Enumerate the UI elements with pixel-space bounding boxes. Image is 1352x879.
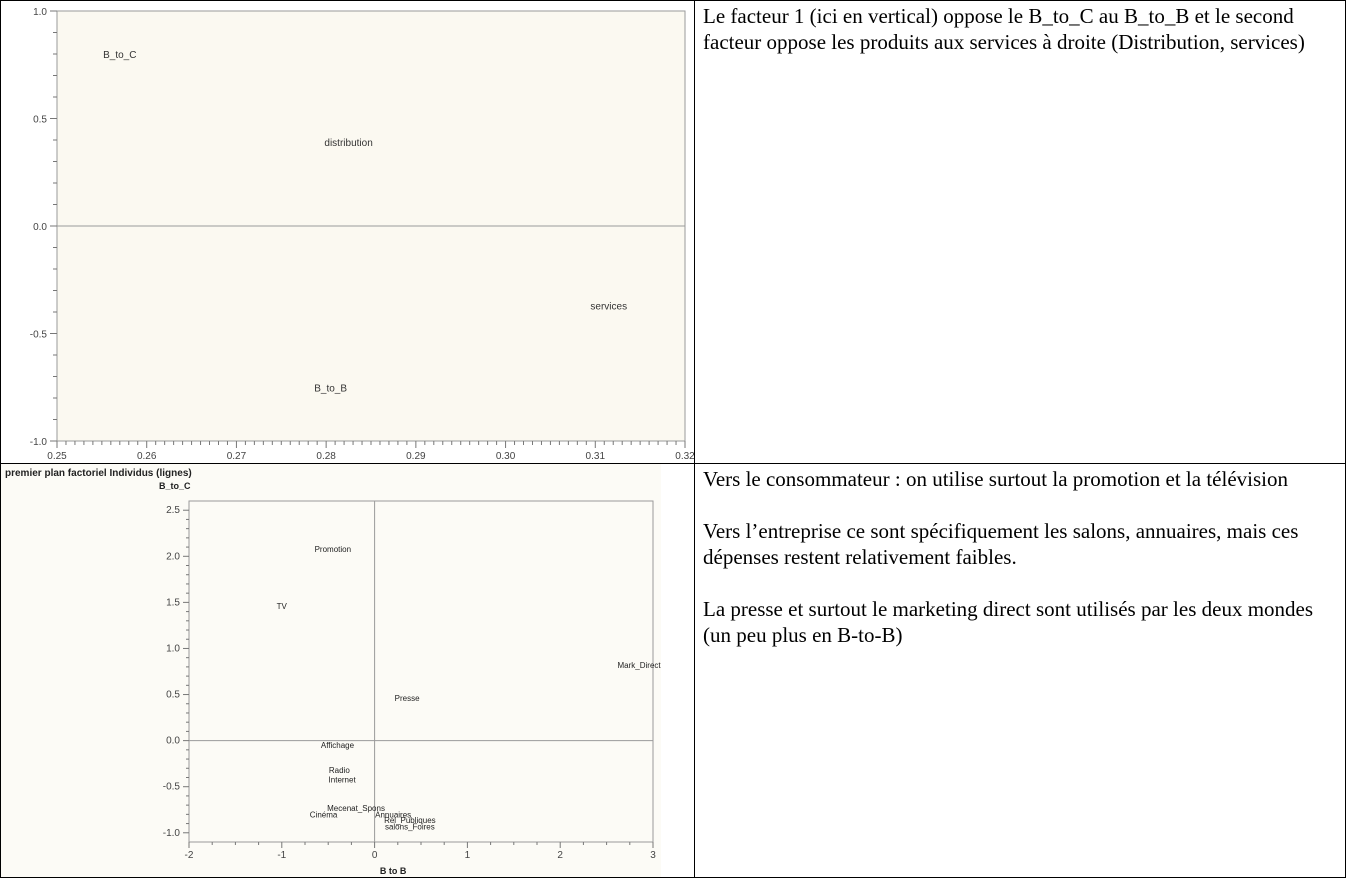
chart2-point-label-10: Rel_Publiques [384,816,436,825]
chart2-y-tick-label-3: 1.0 [166,643,180,654]
chart1-y-tick-label-1: 0.5 [33,115,47,126]
desc1-text: Le facteur 1 (ici en vertical) oppose le… [703,4,1305,54]
chart2-y-tick-label-0: 2.5 [166,505,180,516]
desc2-paragraph-1: Vers le consommateur : on utilise surtou… [703,467,1288,491]
chart1-point-label-1: distribution [324,138,372,149]
chart1-cell: 1.0 0.5 0.0 -0.5 -1.0 0.25 0.26 0.27 0.28 0.29 0.3… [0,0,695,464]
chart2-x-axis-title: B to B [380,866,407,876]
chart2-svg: premier plan factoriel Individus (lignes… [1,464,662,877]
chart1-point-label-2: services [590,302,627,313]
chart2-point-label-8: Cinéma [310,810,338,819]
chart1-x-tick-label-7: 0.32 [675,451,694,462]
chart1-x-tick-label-2: 0.27 [227,451,247,462]
chart1-x-tick-label-3: 0.28 [316,451,336,462]
chart2-y-tick-label-6: -0.5 [163,782,181,793]
chart2-x-tick-label-3: 1 [465,850,471,861]
desc1-cell: Le facteur 1 (ici en vertical) oppose le… [694,0,1346,464]
chart1-y-tick-label-3: -0.5 [30,330,48,341]
chart2-point-label-7: Mecenat_Spons [327,804,385,813]
chart2-x-tick-label-1: -1 [277,850,286,861]
chart2-y-tick-label-1: 2.0 [166,551,180,562]
chart1-x-tick-label-6: 0.31 [586,451,606,462]
chart2-point-label-5: Radio [329,766,350,775]
chart1-point-label-3: B_to_B [314,383,347,394]
chart1-x-tick-label-5: 0.30 [496,451,516,462]
chart2-y-tick-label-5: 0.0 [166,736,180,747]
desc2-paragraph-2: Vers l’entreprise ce sont spécifiquement… [703,519,1299,569]
chart2-cell: premier plan factoriel Individus (lignes… [0,463,695,878]
chart2-x-tick-label-2: 0 [372,850,378,861]
chart1-x-tick-label-1: 0.26 [137,451,157,462]
chart1-y-tick-label-0: 1.0 [33,7,47,18]
chart2-point-label-4: Affichage [321,741,355,750]
chart2-y-tick-label-2: 1.5 [166,597,180,608]
chart2-point-label-9: Annuaires [375,810,411,819]
chart2-point-label-11: salons_Foires [385,822,435,831]
desc2-cell: Vers le consommateur : on utilise surtou… [694,463,1346,878]
chart2-y-tick-label-4: 0.5 [166,690,180,701]
chart2-title: premier plan factoriel Individus (lignes… [5,468,192,479]
chart1-x-tick-label-0: 0.25 [47,451,67,462]
chart1-x-tick-label-4: 0.29 [406,451,426,462]
chart1-svg: 1.0 0.5 0.0 -0.5 -1.0 0.25 0.26 0.27 0.28 0.29 0.3… [30,7,694,462]
chart2-background [1,464,661,877]
chart2-x-tick-label-5: 3 [650,850,656,861]
chart1-point-label-0: B_to_C [103,50,136,61]
chart2-point-label-6: Internet [329,775,357,784]
chart2-y-tick-label-7: -1.0 [163,828,181,839]
chart1-y-tick-label-2: 0.0 [33,222,47,233]
chart2-point-label-2: Mark_Direct [618,661,662,670]
chart2-point-label-0: Promotion [315,545,351,554]
chart2-point-label-3: Presse [395,694,420,703]
chart2-x-tick-label-0: -2 [185,850,194,861]
chart1-y-tick-label-4: -1.0 [30,437,48,448]
chart2-point-label-1: TV [277,602,288,611]
desc2-paragraph-3: La presse et surtout le marketing direct… [703,597,1314,647]
chart2-y-axis-title: B_to_C [159,481,191,491]
chart2-x-tick-label-4: 2 [557,850,563,861]
